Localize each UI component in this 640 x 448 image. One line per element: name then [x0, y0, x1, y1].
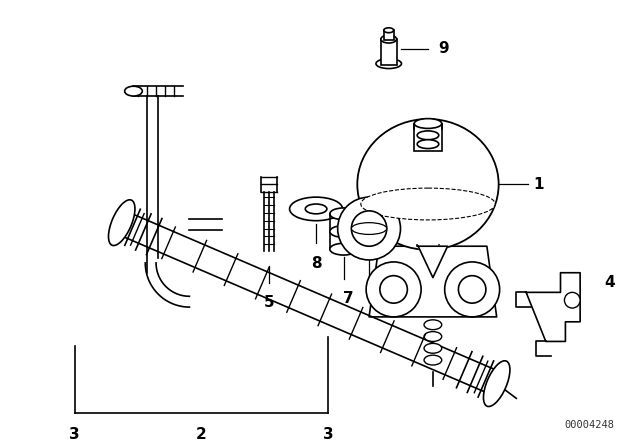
Text: 6: 6: [369, 295, 380, 310]
Circle shape: [338, 197, 401, 260]
Ellipse shape: [376, 59, 401, 69]
Bar: [384, 30, 394, 40]
Text: 1: 1: [533, 177, 543, 192]
Text: 7: 7: [343, 291, 354, 306]
Circle shape: [445, 262, 500, 317]
Circle shape: [351, 211, 387, 246]
Ellipse shape: [289, 197, 342, 221]
Ellipse shape: [305, 204, 327, 214]
Text: 2: 2: [196, 427, 207, 442]
Ellipse shape: [417, 131, 439, 140]
Ellipse shape: [424, 344, 442, 353]
Ellipse shape: [330, 226, 357, 237]
Ellipse shape: [125, 86, 142, 96]
Text: 8: 8: [311, 256, 321, 271]
Ellipse shape: [351, 223, 387, 234]
Ellipse shape: [381, 35, 397, 43]
Polygon shape: [369, 246, 497, 317]
Ellipse shape: [424, 355, 442, 365]
Ellipse shape: [417, 140, 439, 149]
Polygon shape: [418, 246, 447, 278]
Text: 3: 3: [323, 427, 333, 442]
Circle shape: [380, 276, 408, 303]
Ellipse shape: [384, 28, 394, 33]
Ellipse shape: [330, 243, 357, 255]
Text: 4: 4: [605, 275, 615, 290]
Ellipse shape: [338, 216, 401, 241]
Bar: [414, 124, 442, 151]
Text: 9: 9: [438, 41, 449, 56]
Circle shape: [458, 276, 486, 303]
Circle shape: [366, 262, 421, 317]
Bar: [381, 39, 397, 65]
Text: 3: 3: [69, 427, 80, 442]
Text: 00004248: 00004248: [564, 420, 614, 430]
Ellipse shape: [424, 320, 442, 330]
Ellipse shape: [483, 361, 510, 406]
Ellipse shape: [361, 188, 495, 220]
Ellipse shape: [414, 119, 442, 129]
Circle shape: [564, 293, 580, 308]
Ellipse shape: [424, 332, 442, 341]
Ellipse shape: [330, 208, 357, 220]
Ellipse shape: [109, 200, 135, 246]
Text: 5: 5: [264, 295, 275, 310]
Ellipse shape: [357, 119, 499, 250]
